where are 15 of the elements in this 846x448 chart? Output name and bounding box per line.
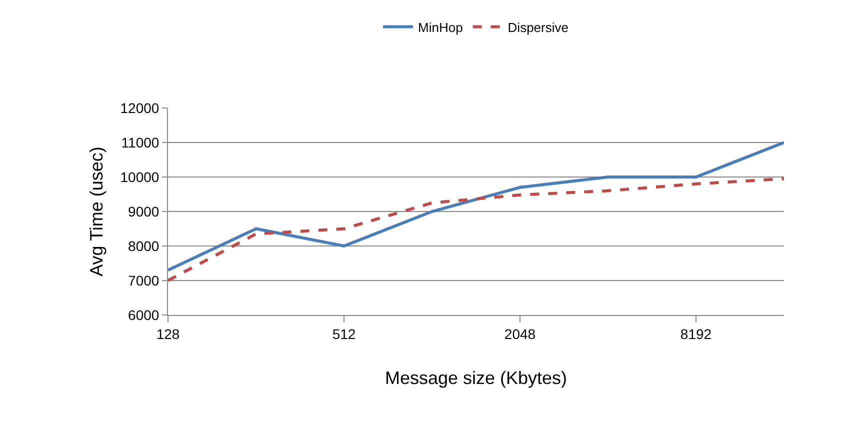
y-tick-label: 8000 <box>128 238 160 254</box>
legend-label: Dispersive <box>508 20 568 35</box>
y-tick-label: 11000 <box>121 134 160 150</box>
y-tick-label: 6000 <box>128 306 160 323</box>
y-tick-label: 9000 <box>128 203 160 220</box>
legend-label: MinHop <box>418 20 463 35</box>
x-tick-label: 128 <box>156 326 180 342</box>
y-tick-label: 12000 <box>120 100 160 116</box>
y-tick-label: 10000 <box>120 168 160 185</box>
x-tick-label: 512 <box>332 326 356 342</box>
y-axis-title: Avg Time (usec) <box>86 146 106 276</box>
x-tick-label: 8192 <box>680 326 712 342</box>
x-axis-title: Message size (Kbytes) <box>384 368 568 388</box>
y-tick-label: 7000 <box>128 272 160 288</box>
x-tick-label: 2048 <box>504 326 536 342</box>
